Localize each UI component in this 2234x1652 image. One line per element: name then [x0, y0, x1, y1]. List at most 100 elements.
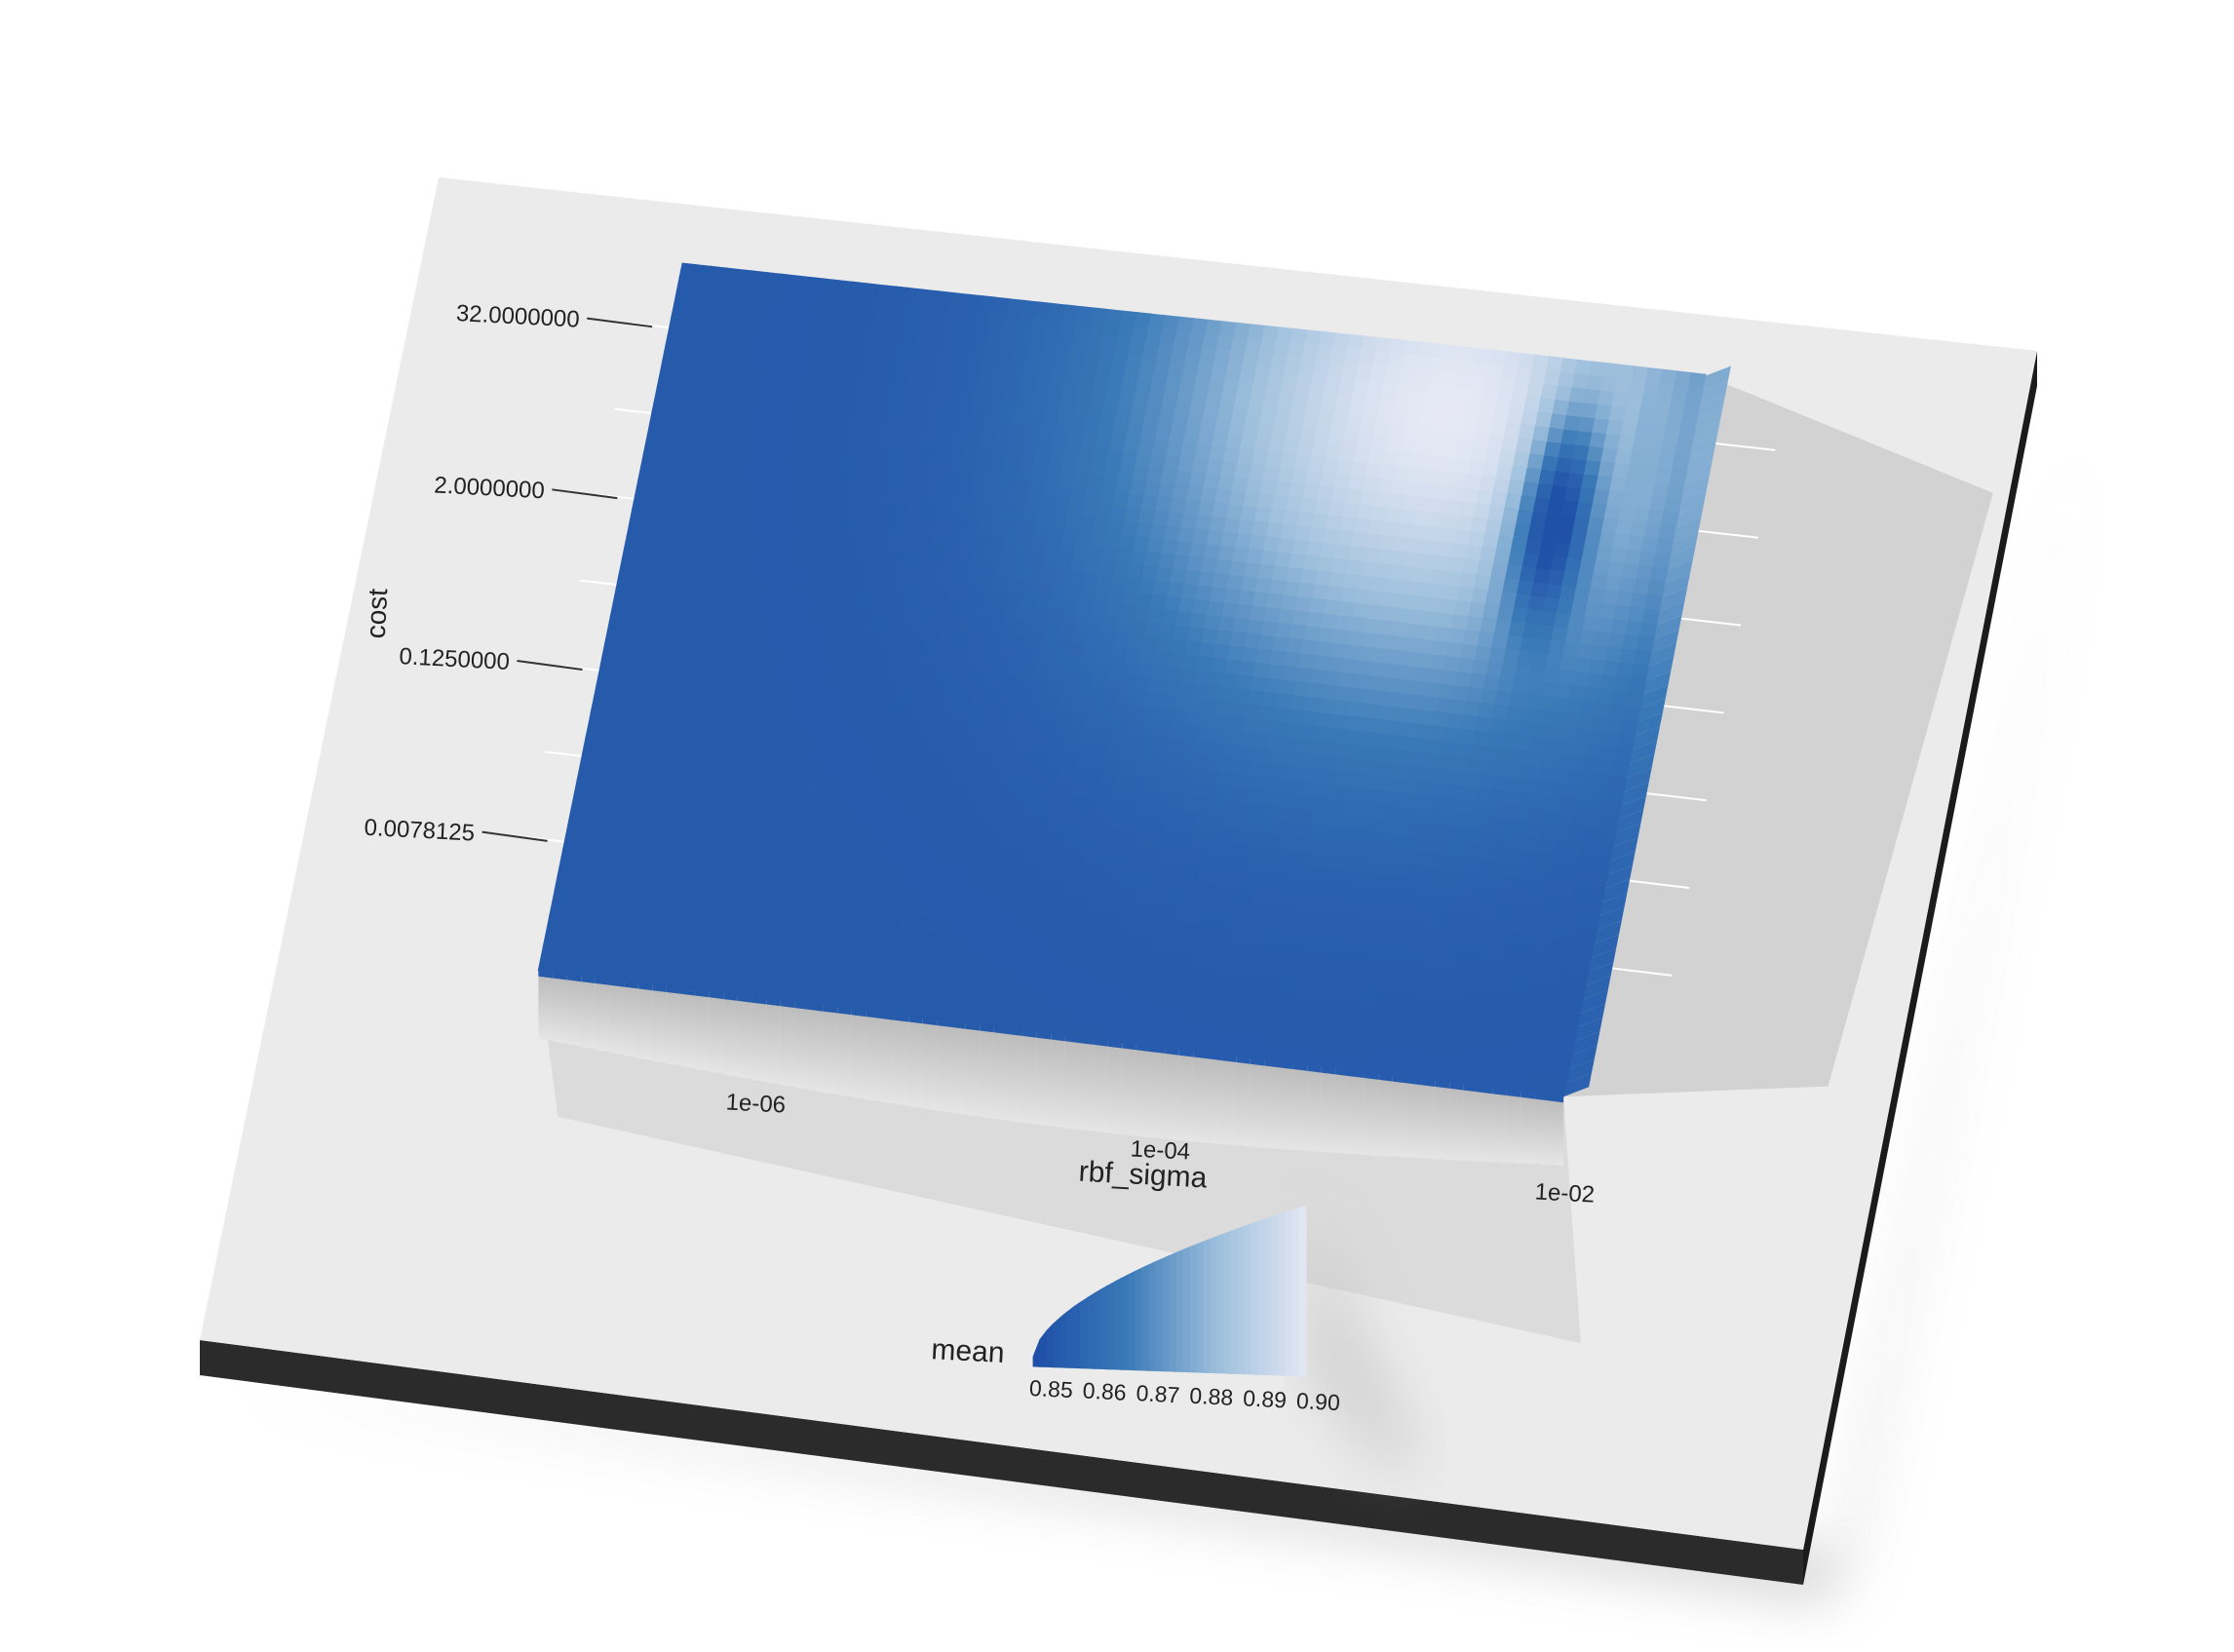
- front-wall-segment: [980, 1024, 994, 1119]
- right-wall-segment: [1691, 421, 1720, 445]
- front-wall-segment: [993, 1026, 1009, 1121]
- front-wall-segment: [1051, 1033, 1065, 1129]
- right-wall-segment: [1582, 976, 1611, 1000]
- y-axis-ticks: 0.0078125 0.1250000 2.0000000 32.0000000: [364, 300, 653, 847]
- front-wall-edge: [866, 1011, 880, 1018]
- front-wall-edge: [1364, 1072, 1379, 1080]
- right-wall-segment: [1645, 657, 1675, 681]
- front-wall-segment: [866, 1011, 880, 1101]
- front-wall-segment: [1364, 1072, 1379, 1157]
- front-wall-edge: [1506, 1090, 1521, 1097]
- y-tick-label: 0.1250000: [399, 643, 511, 675]
- front-wall-segment: [1292, 1063, 1308, 1152]
- colorbar-segment: [1155, 1257, 1164, 1372]
- front-wall-segment: [566, 974, 582, 1047]
- front-wall-edge: [695, 989, 710, 998]
- heatmap-cell: [1616, 733, 1636, 750]
- front-wall-segment: [666, 986, 681, 1066]
- heatmap-cell: [1674, 442, 1693, 459]
- front-wall-segment: [1549, 1095, 1564, 1167]
- front-wall-edge: [1064, 1035, 1080, 1044]
- right-wall-segment: [1585, 962, 1614, 986]
- front-wall-segment: [1492, 1088, 1507, 1164]
- front-wall-edge: [1178, 1049, 1194, 1057]
- front-wall-edge: [880, 1012, 895, 1020]
- heatmap-cell: [1611, 760, 1631, 779]
- front-wall-segment: [965, 1022, 981, 1117]
- right-wall-segment: [1700, 379, 1729, 403]
- colorbar-tick-label: 0.90: [1295, 1388, 1340, 1415]
- x-axis-ticks: 1e-06 1e-04 1e-02: [725, 1089, 1596, 1208]
- front-wall-segment: [1221, 1055, 1237, 1146]
- heatmap-cell: [1633, 649, 1652, 668]
- front-wall-segment: [1036, 1031, 1052, 1127]
- colorbar-gradient: [1032, 1205, 1307, 1377]
- front-wall-segment: [1094, 1038, 1108, 1133]
- heatmap-cell: [1628, 677, 1647, 695]
- heatmap-cell: [1551, 1066, 1570, 1084]
- front-wall-segment: [1307, 1064, 1322, 1153]
- front-wall-segment: [709, 991, 724, 1074]
- heatmap-cell: [1548, 1080, 1567, 1097]
- colorbar-segment: [1203, 1238, 1212, 1373]
- front-wall-edge: [1264, 1059, 1279, 1068]
- heatmap-cell: [1614, 747, 1633, 764]
- front-wall-segment: [1022, 1029, 1037, 1125]
- colorbar-segment: [1257, 1218, 1266, 1375]
- heatmap-cell: [1564, 996, 1584, 1015]
- front-wall-edge: [1321, 1066, 1336, 1075]
- front-wall-segment: [1264, 1059, 1279, 1150]
- front-wall-segment: [851, 1009, 867, 1099]
- front-wall-segment: [1463, 1084, 1479, 1162]
- panel-front-edge: [200, 1340, 1803, 1585]
- colorbar-segment: [1094, 1288, 1102, 1369]
- x-tick-label: 1e-02: [1534, 1178, 1596, 1208]
- front-wall-segment: [1506, 1090, 1521, 1165]
- front-wall-edge: [1136, 1044, 1151, 1053]
- right-wall-segment: [1604, 864, 1633, 889]
- front-wall-edge: [809, 1003, 824, 1012]
- colorbar-segment: [1121, 1273, 1130, 1370]
- front-wall-edge: [937, 1019, 951, 1027]
- front-wall-segment: [680, 987, 696, 1069]
- right-wall-segment: [1670, 532, 1699, 557]
- right-wall-segment: [1697, 394, 1726, 418]
- front-wall-edge: [1378, 1073, 1393, 1082]
- colorbar-segment: [1278, 1211, 1287, 1376]
- front-wall-segment: [624, 980, 638, 1057]
- heatmap-cell: [1587, 886, 1605, 903]
- heatmap-cell: [1636, 635, 1655, 653]
- colorbar-segment: [1210, 1235, 1218, 1374]
- y-tick-label: 32.0000000: [455, 300, 580, 333]
- colorbar-shadow: [1306, 1209, 1423, 1467]
- colorbar-segment: [1291, 1207, 1300, 1377]
- front-wall-edge: [709, 991, 724, 1000]
- front-wall-edge: [1435, 1081, 1450, 1089]
- front-wall-segment: [1421, 1079, 1436, 1160]
- front-wall-segment: [1236, 1056, 1251, 1147]
- front-wall-segment: [937, 1019, 951, 1113]
- front-wall-segment: [1122, 1042, 1136, 1136]
- front-wall-edge: [980, 1024, 994, 1033]
- front-wall-edge: [1307, 1064, 1322, 1073]
- front-wall-segment: [1435, 1081, 1450, 1161]
- front-wall-edge: [1022, 1029, 1037, 1038]
- front-wall-edge: [1449, 1082, 1464, 1091]
- heatmap-cell: [1567, 982, 1587, 1001]
- heatmap-cell: [1666, 482, 1685, 500]
- front-wall-edge: [837, 1007, 852, 1016]
- panel-right-edge: [1803, 351, 2037, 1585]
- front-wall-edge: [1279, 1061, 1293, 1069]
- heatmap-cell: [1581, 913, 1600, 931]
- right-wall-segment: [1635, 712, 1663, 737]
- front-wall-edge: [1008, 1028, 1023, 1036]
- front-wall-edge: [637, 982, 653, 991]
- colorbar-segment: [1182, 1246, 1191, 1373]
- front-wall-segment: [1449, 1082, 1464, 1162]
- front-wall-segment: [1193, 1051, 1208, 1143]
- right-wall-segment: [1607, 851, 1636, 875]
- y-tick-mark: [552, 488, 618, 500]
- front-wall-edge: [823, 1005, 838, 1014]
- colorbar-segment: [1059, 1311, 1068, 1368]
